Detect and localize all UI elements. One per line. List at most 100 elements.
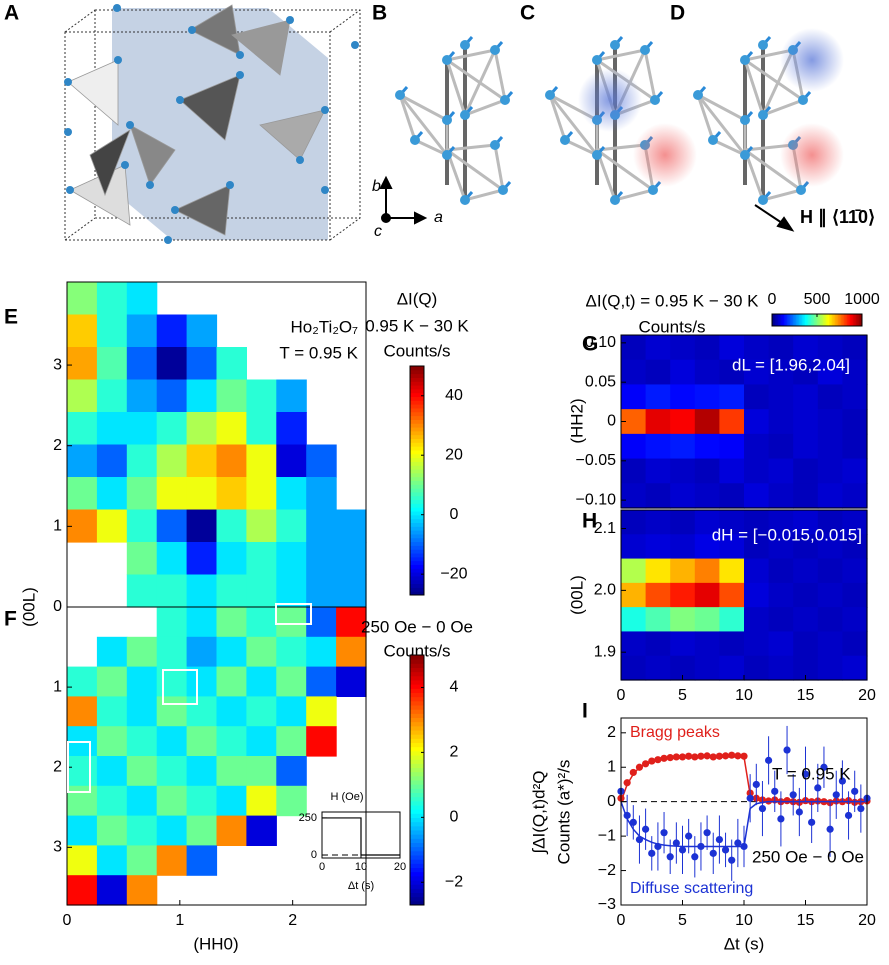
- colorbar-segment: [410, 738, 424, 743]
- heat-cell: [216, 815, 247, 846]
- glow: [780, 123, 844, 187]
- heat-cell: [246, 444, 277, 478]
- colorbar-segment: [410, 663, 424, 668]
- y-axis-label: (00L): [19, 587, 38, 627]
- colorbar-segment: [826, 314, 828, 326]
- y-tick-label: 0: [311, 849, 317, 861]
- colorbar-title: ΔI(Q): [397, 289, 438, 308]
- heat-cell: [842, 534, 868, 560]
- colorbar-segment: [410, 533, 424, 539]
- heat-cell: [67, 444, 98, 478]
- heat-cell: [793, 607, 819, 633]
- heat-cell: [276, 756, 307, 787]
- panel-label: F: [4, 608, 17, 631]
- marker: [721, 752, 730, 760]
- heat-cell: [67, 845, 98, 876]
- colorbar-tick-label: 2: [450, 744, 459, 761]
- heat-cell: [186, 542, 218, 576]
- heat-cell: [96, 845, 128, 876]
- colorbar-segment: [814, 314, 816, 326]
- colorbar-segment: [824, 314, 827, 326]
- heat-cell: [186, 636, 218, 668]
- heat-cell: [156, 607, 188, 638]
- y-tick-label: 3: [53, 356, 62, 373]
- colorbar-segment: [802, 314, 804, 326]
- heat-cell: [645, 409, 671, 435]
- panel-label: C: [520, 2, 535, 25]
- colorbar-segment: [410, 568, 424, 573]
- colorbar-title: Counts/s: [383, 641, 450, 660]
- colorbar-segment: [410, 579, 424, 585]
- y-tick-label: −1: [598, 827, 616, 844]
- heat-cell: [246, 696, 277, 727]
- heat-cell: [276, 636, 307, 668]
- heat-cell: [817, 534, 843, 560]
- marker: [697, 752, 705, 760]
- heat-cell: [645, 631, 671, 657]
- heat-cell: [744, 409, 770, 435]
- heat-cell: [817, 458, 843, 484]
- heat-cell: [216, 477, 247, 511]
- colorbar-segment: [410, 900, 424, 906]
- colorbar-tick-label: −20: [440, 565, 467, 582]
- colorbar-segment: [410, 742, 424, 748]
- colorbar-segment: [797, 314, 800, 326]
- panel-label: A: [4, 2, 19, 25]
- heat-cell: [156, 756, 188, 787]
- heat-cell: [768, 558, 794, 584]
- heat-cell: [842, 433, 868, 460]
- marker: [721, 846, 730, 854]
- colorbar-segment: [410, 796, 424, 802]
- colorbar-tick-label: 4: [450, 679, 459, 696]
- heat-cell: [96, 696, 128, 727]
- colorbar-segment: [410, 537, 424, 543]
- heat-cell: [793, 384, 819, 410]
- colorbar-segment: [835, 314, 837, 326]
- heat-cell: [842, 631, 868, 657]
- colorbar-segment: [790, 314, 792, 326]
- heat-cell: [216, 444, 247, 478]
- heat-cell: [156, 412, 188, 446]
- marker: [740, 752, 748, 760]
- heat-cell: [670, 458, 696, 484]
- heat-cell: [744, 510, 770, 535]
- colorbar-segment: [410, 675, 424, 681]
- colorbar-segment: [410, 526, 424, 531]
- colorbar-segment: [850, 314, 852, 326]
- annotation: dH = [−0.015,0.015]: [712, 525, 862, 544]
- colorbar-segment: [853, 314, 855, 326]
- heat-cell: [768, 483, 794, 509]
- heat-cell: [645, 607, 671, 633]
- heat-cell: [96, 444, 128, 478]
- structure-a: [64, 4, 361, 244]
- heat-cell: [744, 607, 770, 633]
- heat-cell: [719, 483, 745, 509]
- heat-cell: [719, 631, 745, 657]
- heat-cell: [126, 444, 158, 478]
- heat-cell: [126, 412, 158, 446]
- colorbar-segment: [410, 438, 424, 443]
- heat-cell: [670, 510, 696, 535]
- colorbar-segment: [815, 314, 818, 326]
- colorbar-segment: [410, 514, 424, 520]
- heat-cell: [719, 607, 745, 633]
- heat-cell: [276, 542, 307, 576]
- heat-cell: [768, 631, 794, 657]
- annotation: Ho₂Ti₂O₇: [290, 317, 358, 336]
- heat-cell: [694, 483, 720, 509]
- colorbar-title: Counts/s: [638, 317, 705, 336]
- heat-cell: [645, 510, 671, 535]
- heat-cell: [768, 359, 794, 386]
- heat-cell: [126, 347, 158, 381]
- heat-cell: [744, 384, 770, 410]
- heat-cell: [670, 582, 696, 608]
- heat-cell: [645, 433, 671, 460]
- heat-cell: [670, 631, 696, 657]
- colorbar-segment: [410, 400, 424, 405]
- colorbar-segment: [820, 314, 822, 326]
- colorbar-segment: [410, 850, 424, 856]
- heat-cell: [126, 785, 158, 817]
- colorbar-segment: [410, 457, 424, 462]
- colorbar-segment: [410, 495, 424, 501]
